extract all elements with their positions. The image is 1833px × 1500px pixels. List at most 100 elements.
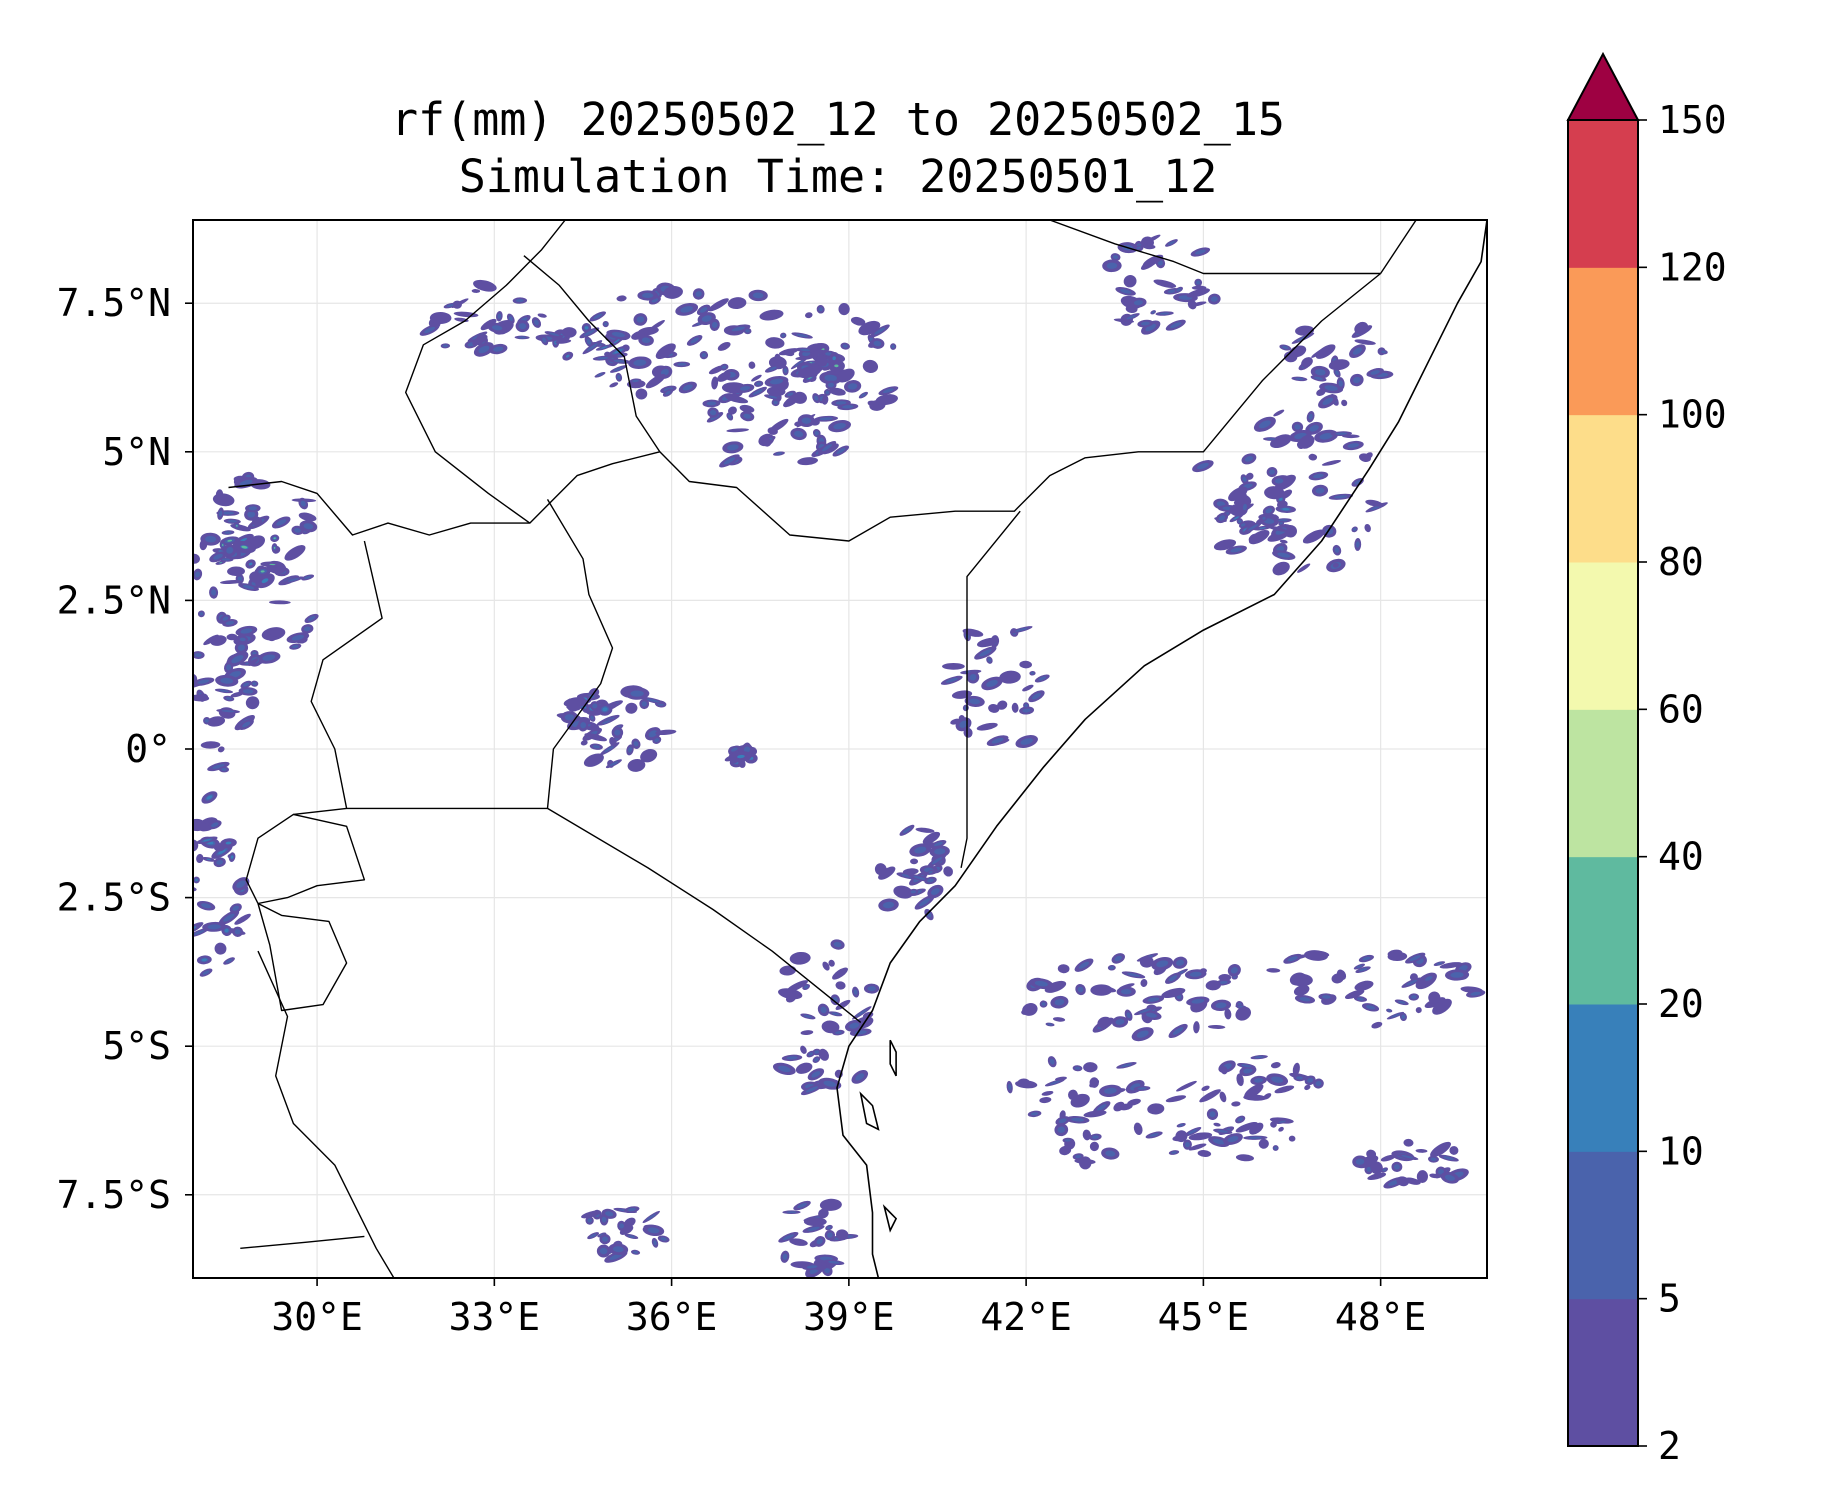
rain-cell xyxy=(1241,1064,1252,1068)
rain-cell xyxy=(1074,1066,1081,1070)
rain-cell xyxy=(1315,1081,1322,1087)
rain-cell xyxy=(602,720,611,724)
rain-cell xyxy=(913,875,927,880)
rain-cell xyxy=(653,1240,657,1246)
rain-cell xyxy=(1149,1133,1159,1137)
rain-cell xyxy=(731,747,738,752)
rain-cell xyxy=(1387,1009,1391,1012)
rain-cell xyxy=(1273,409,1285,417)
rain-cell xyxy=(1238,519,1242,523)
rain-cell xyxy=(1140,321,1150,326)
rain-cell xyxy=(1254,1078,1264,1083)
rain-cell xyxy=(592,703,598,709)
rain-cell xyxy=(1082,1129,1092,1141)
rain-cell xyxy=(1315,369,1326,376)
country-border xyxy=(245,813,366,905)
country-border xyxy=(240,1235,365,1249)
rain-cell xyxy=(1406,979,1418,986)
rain-cell xyxy=(977,637,998,648)
rain-cell xyxy=(774,353,781,363)
rain-cell xyxy=(1030,1112,1039,1116)
rain-cell xyxy=(1090,984,1113,996)
rain-cell xyxy=(1201,1085,1210,1091)
rain-cell xyxy=(717,371,731,382)
rain-cell xyxy=(1415,1007,1422,1014)
rain-cell xyxy=(1409,955,1421,962)
rain-cell xyxy=(1322,397,1334,406)
rain-cell xyxy=(1364,452,1373,460)
rain-cell xyxy=(1159,312,1170,315)
rain-cell xyxy=(855,1073,865,1081)
rain-cell xyxy=(193,926,197,931)
rain-cell xyxy=(619,1225,634,1235)
rain-cell xyxy=(1186,288,1211,298)
rain-cell xyxy=(230,855,234,859)
rain-cell xyxy=(268,600,291,605)
rain-cell xyxy=(534,319,539,326)
rain-cell xyxy=(836,1229,849,1241)
rain-cell xyxy=(625,702,638,714)
rain-cell xyxy=(1034,980,1048,987)
rain-cell xyxy=(1075,1154,1082,1159)
rain-cell xyxy=(1127,973,1140,977)
rain-cell xyxy=(800,1045,807,1054)
rain-cell xyxy=(584,326,589,330)
rain-cell xyxy=(237,644,246,651)
rain-cell xyxy=(537,313,547,318)
rain-cell xyxy=(201,958,207,962)
lon-tick-label: 39°E xyxy=(803,1295,895,1339)
rain-cell xyxy=(1083,1110,1107,1118)
rain-cell xyxy=(236,524,238,527)
lon-tick-label: 30°E xyxy=(271,1295,363,1339)
rain-cell xyxy=(1189,301,1207,307)
rain-cell xyxy=(1397,1000,1406,1004)
rain-cell xyxy=(216,859,224,865)
rain-cell xyxy=(794,430,804,438)
rain-cell xyxy=(581,1210,601,1219)
rain-cell xyxy=(762,437,772,447)
rain-cell xyxy=(604,322,608,326)
rain-cell xyxy=(814,395,819,401)
rain-cell xyxy=(453,311,479,318)
country-border xyxy=(257,950,395,1278)
rain-cell xyxy=(219,562,222,564)
rain-cell xyxy=(1432,998,1452,1015)
rain-cell xyxy=(811,1071,821,1078)
rain-cell xyxy=(1176,1080,1197,1092)
rain-cell xyxy=(797,457,819,466)
rain-cell xyxy=(241,545,248,549)
rain-cell xyxy=(783,393,802,408)
rain-cell xyxy=(239,479,253,486)
rain-cell xyxy=(759,309,784,321)
rain-cell xyxy=(1274,1085,1295,1094)
rain-cell xyxy=(786,1211,797,1214)
rain-cell xyxy=(1321,460,1341,466)
rain-cell xyxy=(1123,275,1137,288)
rain-cell xyxy=(826,1263,835,1269)
rain-cell xyxy=(1271,1076,1284,1083)
country-border xyxy=(1380,220,1417,274)
rain-cell xyxy=(1298,434,1315,449)
rain-cell xyxy=(1167,289,1177,293)
rain-cell xyxy=(583,753,604,767)
rain-cell xyxy=(640,749,658,763)
rain-cell xyxy=(193,887,194,891)
rain-cell xyxy=(1354,321,1369,335)
rain-cell xyxy=(739,404,755,413)
rain-cell xyxy=(706,401,717,406)
rain-cell xyxy=(1334,547,1340,553)
rain-cell xyxy=(779,965,797,976)
rain-cell xyxy=(218,849,226,855)
rain-cell xyxy=(1294,424,1301,430)
rain-cell xyxy=(276,519,287,526)
rain-cell xyxy=(765,337,785,349)
rain-cell xyxy=(781,334,785,337)
rain-cell xyxy=(1354,480,1362,485)
rain-cell xyxy=(217,746,225,753)
rain-cell xyxy=(1295,377,1304,381)
rain-cell xyxy=(586,343,598,352)
rain-cell xyxy=(642,292,654,299)
rain-cell xyxy=(778,1065,791,1073)
rain-cell xyxy=(548,332,560,337)
rain-cell xyxy=(783,349,795,357)
